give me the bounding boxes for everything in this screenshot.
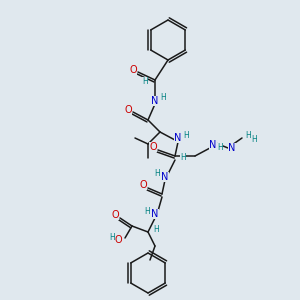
Text: N: N [228,143,236,153]
Text: H: H [153,224,159,233]
Text: O: O [129,65,137,75]
Text: H: H [154,169,160,178]
Text: N: N [161,172,169,182]
Text: N: N [209,140,217,150]
Text: N: N [151,96,159,106]
Text: O: O [139,180,147,190]
Text: H: H [245,130,251,140]
Text: O: O [149,142,157,152]
Text: H: H [217,143,223,152]
Text: O: O [111,210,119,220]
Text: H: H [142,77,148,86]
Text: H: H [160,94,166,103]
Text: H: H [251,136,257,145]
Text: N: N [151,209,159,219]
Text: H: H [144,206,150,215]
Text: H: H [180,152,186,161]
Text: O: O [114,235,122,245]
Text: H: H [109,232,115,242]
Text: H: H [183,130,189,140]
Text: N: N [174,133,182,143]
Text: O: O [124,105,132,115]
